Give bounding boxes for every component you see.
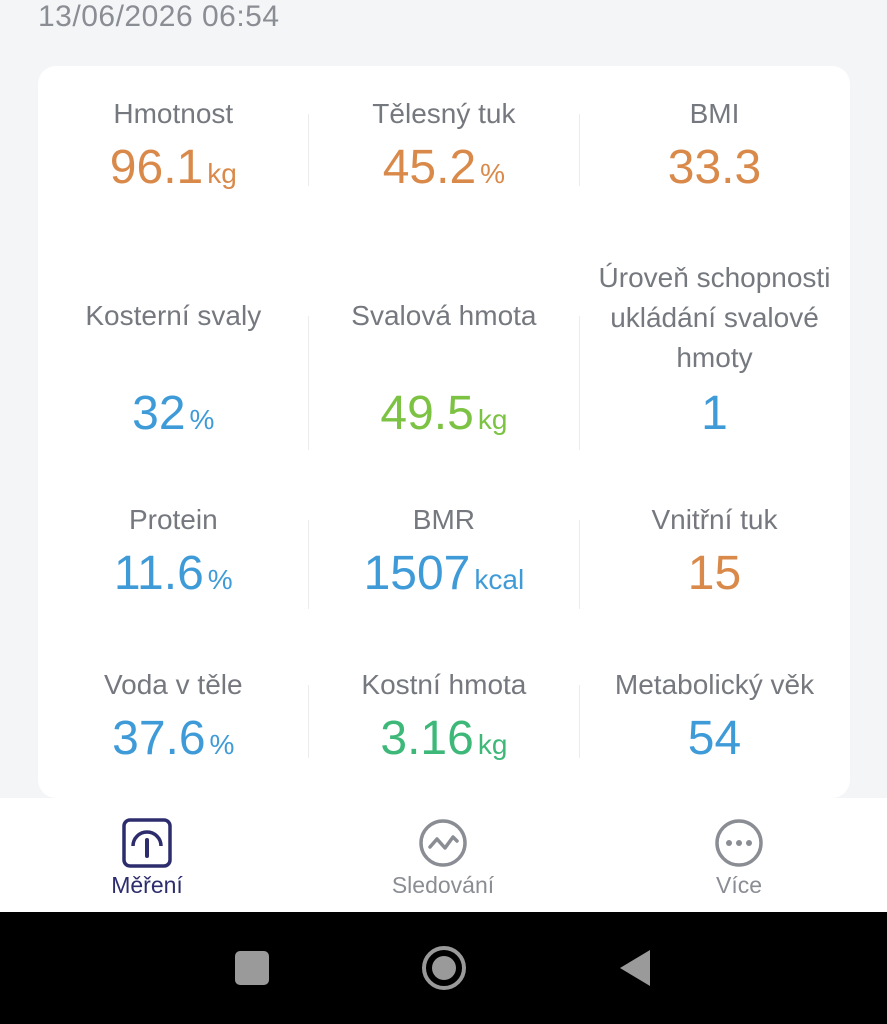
metric-value: 96.1 [109,141,204,194]
metric-value: 33.3 [667,141,762,194]
divider [308,316,309,450]
metric-label: Kostní hmota [361,669,527,700]
metric-label: Hmotnost [113,98,234,129]
metrics-card: Hmotnost 96.1 kg Tělesný tuk 45.2% BMI 33… [38,66,850,798]
metric-muscle-storage-level[interactable]: Úroveň schopnosti ukládání svalové hmoty… [579,246,850,486]
metric-label: Tělesný tuk [372,98,516,129]
metric-unit: % [207,564,233,595]
metric-label: Protein [128,504,218,535]
metric-unit: kg [477,404,508,435]
metric-bmr[interactable]: BMR 1507 kcal [309,486,580,651]
metric-visceral-fat[interactable]: Vnitřní tuk 15 [579,486,850,651]
metrics-row: Kosterní svaly 32% Svalová hmota 49.5 kg … [38,246,850,486]
metric-unit: kg [477,729,508,760]
metric-label: BMR [412,504,475,535]
metric-unit: kg [207,158,237,189]
metric-value: 49.5 [380,387,474,440]
metric-label: Kosterní svaly [85,300,262,331]
nav-label-more: Více [715,872,763,898]
metric-metabolic-age[interactable]: Metabolický věk 54 [579,651,850,798]
metric-value: 15 [687,547,742,600]
metric-weight[interactable]: Hmotnost 96.1 kg [38,66,309,246]
metric-label: Metabolický věk [614,669,815,700]
metrics-row: Hmotnost 96.1 kg Tělesný tuk 45.2% BMI 33… [38,66,850,246]
metrics-row: Voda v těle 37.6% Kostní hmota 3.16 kg Me… [38,651,850,798]
metric-skeletal-muscle[interactable]: Kosterní svaly 32% [38,246,309,486]
metric-unit: % [209,729,235,760]
nav-tab-measure[interactable]: Měření [47,798,247,912]
metric-value: 1 [701,387,728,440]
metric-value: 54 [687,712,742,765]
metric-label: Vnitřní tuk [651,504,778,535]
divider [579,520,580,609]
divider [579,316,580,450]
square-icon[interactable] [230,946,274,990]
bottom-navigation: Měření Sledování Více [0,798,887,912]
metric-label: BMI [689,98,740,129]
divider [308,520,309,609]
nav-label-measure: Měření [111,872,183,898]
metric-value: 37.6 [112,712,206,765]
more-dots-icon [715,819,763,867]
metric-value: 1507 [363,547,471,600]
metric-unit: % [480,158,506,189]
metric-label: Voda v těle [104,669,243,700]
metric-protein[interactable]: Protein 11.6% [38,486,309,651]
metric-value: 11.6 [113,547,204,600]
divider [308,114,309,186]
metric-label: Úroveň schopnosti ukládání svalové hmoty [598,262,831,373]
nav-label-tracking: Sledování [391,872,495,898]
nav-tab-more[interactable]: Více [639,798,839,912]
divider [579,114,580,186]
metric-bmi[interactable]: BMI 33.3 [579,66,850,246]
metric-label: Svalová hmota [351,300,537,331]
metric-body-fat[interactable]: Tělesný tuk 45.2% [309,66,580,246]
measurement-timestamp: 13/06/2026 06:54 [38,0,280,33]
metric-unit: kcal [474,564,525,595]
metrics-row: Protein 11.6% BMR 1507 kcal Vnitřní tuk 1… [38,486,850,651]
circle-icon[interactable] [420,944,468,992]
system-navigation-bar [0,912,887,1024]
triangle-back-icon[interactable] [614,946,658,990]
scale-gauge-icon [122,818,172,868]
metric-unit: % [189,404,215,435]
metric-value: 45.2 [382,141,477,194]
trend-line-icon [419,819,467,867]
metric-body-water[interactable]: Voda v těle 37.6% [38,651,309,798]
metric-value: 32 [132,387,186,440]
divider [308,685,309,758]
divider [579,685,580,758]
metric-muscle-mass[interactable]: Svalová hmota 49.5 kg [309,246,580,486]
nav-tab-tracking[interactable]: Sledování [343,798,543,912]
metric-bone-mass[interactable]: Kostní hmota 3.16 kg [309,651,580,798]
metric-value: 3.16 [380,712,474,765]
